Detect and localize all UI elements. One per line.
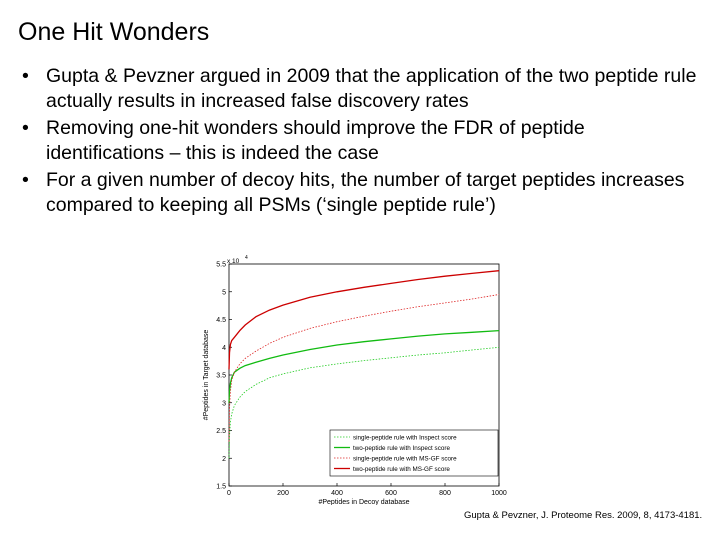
y-axis-label: #Peptides in Target database (203, 330, 210, 421)
x-tick-label: 1000 (491, 490, 507, 497)
bullet-dot-icon: • (22, 65, 29, 87)
bullet-text: For a given number of decoy hits, the nu… (46, 169, 685, 216)
series-line-1 (228, 346, 500, 459)
peptide-line-chart: 0 200 400 600 800 1000 1.5 2 2.5 3 3.5 4 4.5 5 5.5 x 10… (203, 255, 507, 505)
y-tick-label: 1.5 (216, 484, 226, 491)
y-tick-label: 5 (222, 289, 226, 296)
x-tick-label: 800 (439, 490, 451, 497)
bullet-item: • Gupta & Pevzner argued in 2009 that th… (22, 64, 702, 114)
y-tick-label: 2 (222, 456, 226, 463)
bullet-item: • For a given number of decoy hits, the … (22, 168, 702, 218)
x-tick-label: 0 (227, 490, 231, 497)
legend-label: single-peptide rule with Inspect score (353, 434, 457, 441)
y-tick-label: 3.5 (216, 373, 226, 380)
y-exponent-label: x 10 (227, 258, 240, 265)
series-line-2 (228, 329, 500, 403)
bullet-dot-icon: • (22, 117, 29, 139)
legend-label: two-peptide rule with Inspect score (353, 445, 450, 452)
x-tick-label: 400 (331, 490, 343, 497)
citation: Gupta & Pevzner, J. Proteome Res. 2009, … (464, 510, 703, 521)
y-tick-label: 3 (222, 400, 226, 407)
legend-label: single-peptide rule with MS-GF score (353, 455, 457, 462)
x-tick-label: 600 (385, 490, 397, 497)
bullet-list: • Gupta & Pevzner argued in 2009 that th… (22, 64, 702, 220)
y-exponent-power: 4 (245, 255, 248, 261)
legend-label: two-peptide rule with MS-GF score (353, 466, 450, 473)
series-line-3 (228, 294, 500, 442)
bullet-text: Removing one-hit wonders should improve … (46, 117, 585, 164)
y-tick-label: 5.5 (216, 262, 226, 269)
y-tick-label: 4 (222, 345, 226, 352)
y-tick-label: 4.5 (216, 317, 226, 324)
bullet-item: • Removing one-hit wonders should improv… (22, 116, 702, 166)
bullet-dot-icon: • (22, 169, 29, 191)
bullet-text: Gupta & Pevzner argued in 2009 that the … (46, 65, 697, 112)
x-tick-label: 200 (277, 490, 289, 497)
legend-box (329, 429, 499, 477)
slide-title: One Hit Wonders (18, 18, 210, 46)
x-axis-label: #Peptides in Decoy database (318, 499, 409, 505)
y-tick-label: 2.5 (216, 428, 226, 435)
series-line-4 (228, 270, 500, 370)
